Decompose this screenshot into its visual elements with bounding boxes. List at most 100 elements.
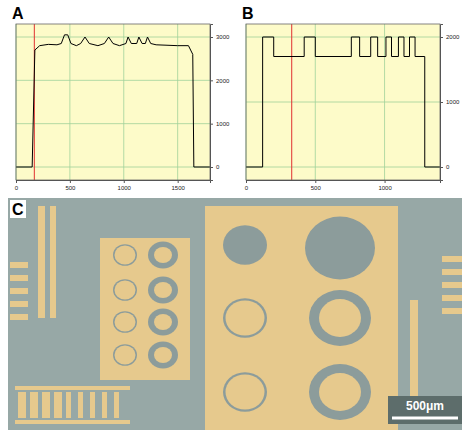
ring-inner [154, 282, 172, 298]
tick-label: 0 [216, 164, 220, 170]
comb-finger [102, 392, 107, 418]
ring-inner [319, 299, 361, 337]
comb-finger [42, 392, 50, 418]
tick-mark [124, 180, 125, 183]
axis-line [17, 181, 211, 184]
scale-bar-patch [388, 396, 462, 424]
plot-frame [16, 24, 210, 180]
plot: 0 500 1000 0 1000 2000 [245, 24, 460, 191]
comb-finger [90, 392, 95, 418]
scale-bar-label: 500μm [406, 399, 444, 413]
y-axis: 0 1000 2000 [440, 25, 460, 181]
ring-inner [115, 246, 136, 265]
tick-label: 0 [15, 185, 19, 191]
metal-strip [50, 206, 56, 318]
tick-label: 1000 [446, 99, 460, 105]
ring-inner [226, 300, 265, 335]
tick: 1000 [210, 121, 230, 127]
ring-inner [154, 314, 172, 330]
thick-ring [309, 364, 371, 420]
profile-line [246, 37, 440, 167]
ring-inner [226, 374, 265, 409]
metal-bar [442, 295, 462, 301]
tick-label: 500 [65, 185, 76, 191]
ring-inner [115, 313, 136, 332]
metal-pad [100, 238, 190, 380]
tick-label: 1000 [118, 185, 132, 191]
tick: 0 [15, 180, 19, 191]
metal-bar [10, 288, 28, 294]
ring [113, 344, 137, 366]
panel-label: A [12, 5, 24, 22]
tick-mark [440, 167, 443, 168]
tick: 1000 [118, 180, 132, 191]
metal-bar [10, 275, 28, 281]
metal-bar [442, 308, 462, 314]
thick-ring [148, 242, 178, 269]
tick: 2000 [440, 34, 460, 40]
tick: 0 [245, 180, 249, 191]
thick-ring [148, 309, 178, 336]
tick-mark [385, 180, 386, 183]
tick-label: 3000 [216, 34, 230, 40]
ring [223, 372, 267, 412]
x-axis: 0 500 1000 [245, 180, 441, 191]
tick: 500 [65, 180, 76, 191]
ring-inner [319, 373, 361, 411]
ring-inner [115, 346, 136, 365]
grid-line [16, 123, 210, 124]
profile-line [16, 35, 210, 167]
tick-mark [16, 180, 17, 183]
disk [305, 217, 375, 280]
tick: 2000 [210, 78, 230, 84]
comb-finger [18, 392, 26, 418]
metal-pad [205, 206, 398, 430]
grid-line [177, 24, 178, 180]
tick-mark [246, 180, 247, 183]
tick-mark [210, 124, 213, 125]
ring [113, 279, 137, 301]
ring [113, 244, 137, 266]
comb-finger [54, 392, 62, 418]
grid-line [123, 24, 124, 180]
tick-label: 500 [311, 185, 322, 191]
ring-inner [154, 247, 172, 263]
tick-label: 1000 [216, 121, 230, 127]
grid-line [246, 167, 440, 168]
comb-finger [78, 392, 83, 418]
grid-line [69, 24, 70, 180]
grid-line [16, 167, 210, 168]
plot-frame [246, 24, 440, 180]
ring [223, 298, 267, 338]
tick-mark [210, 167, 213, 168]
grid-line [16, 37, 210, 38]
substrate [8, 198, 462, 430]
axis-line [247, 181, 441, 184]
tick: 0 [440, 164, 450, 170]
comb-finger [30, 392, 38, 418]
x-axis: 050010001500 [15, 180, 211, 191]
tick: 1000 [378, 180, 392, 191]
cursor-line [291, 24, 292, 180]
plot-background [246, 24, 440, 180]
panel: A0500100015000100020003000 [12, 5, 230, 191]
panel-label: C [12, 201, 24, 218]
label-patch [10, 200, 26, 218]
comb-finger [66, 392, 71, 418]
panel: B05001000010002000 [242, 5, 460, 191]
metal-bar [15, 386, 130, 390]
axis-line [441, 25, 444, 181]
tick-mark [178, 180, 179, 183]
tick: 3000 [210, 34, 230, 40]
thick-ring [309, 290, 371, 346]
marks [16, 24, 210, 180]
marks [246, 24, 440, 180]
comb-finger [114, 392, 119, 418]
tick: 0 [210, 164, 220, 170]
tick-mark [440, 102, 443, 103]
plot: 0500100015000100020003000 [15, 24, 230, 191]
ring-inner [154, 347, 172, 363]
metal-bar [442, 282, 462, 288]
tick-mark [70, 180, 71, 183]
tick-label: 0 [245, 185, 249, 191]
